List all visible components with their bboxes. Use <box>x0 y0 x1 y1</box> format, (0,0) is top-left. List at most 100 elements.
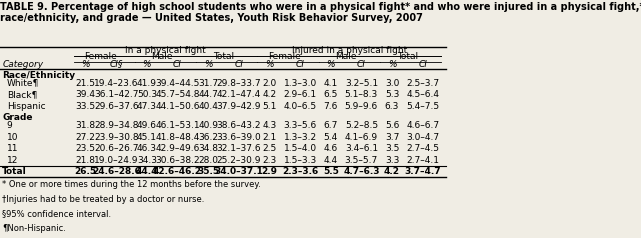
Text: 2.5–3.7: 2.5–3.7 <box>406 79 439 88</box>
Text: 9: 9 <box>6 121 12 130</box>
Text: Injured in a physical fight: Injured in a physical fight <box>292 46 407 55</box>
Text: CI: CI <box>357 60 366 69</box>
Text: ¶Non-Hispanic.: ¶Non-Hispanic. <box>2 224 66 233</box>
Text: 33.5: 33.5 <box>76 102 96 111</box>
Text: 11: 11 <box>6 144 18 153</box>
Text: * One or more times during the 12 months before the survey.: * One or more times during the 12 months… <box>2 180 261 189</box>
Text: 26.5: 26.5 <box>74 167 97 176</box>
Text: 20.6–26.7: 20.6–26.7 <box>94 144 138 153</box>
Text: 3.0: 3.0 <box>385 79 399 88</box>
Text: 1.3–3.0: 1.3–3.0 <box>283 79 317 88</box>
Text: 30.6–38.2: 30.6–38.2 <box>155 156 200 165</box>
Text: 2.1: 2.1 <box>262 133 276 142</box>
Text: 1.5–4.0: 1.5–4.0 <box>283 144 317 153</box>
Text: 37.9–42.9: 37.9–42.9 <box>217 102 261 111</box>
Text: %: % <box>326 60 335 69</box>
Text: 5.1: 5.1 <box>262 102 277 111</box>
Text: TABLE 9. Percentage of high school students who were in a physical fight* and wh: TABLE 9. Percentage of high school stude… <box>0 2 641 23</box>
Text: 6.3: 6.3 <box>385 102 399 111</box>
Text: 1.3–3.2: 1.3–3.2 <box>283 133 317 142</box>
Text: %: % <box>388 60 396 69</box>
Text: 40.9: 40.9 <box>198 121 218 130</box>
Text: 2.9–6.1: 2.9–6.1 <box>283 90 317 99</box>
Text: 46.1–53.1: 46.1–53.1 <box>155 121 200 130</box>
Text: 3.5: 3.5 <box>385 144 399 153</box>
Text: 3.0–4.7: 3.0–4.7 <box>406 133 439 142</box>
Text: CI: CI <box>419 60 427 69</box>
Text: %: % <box>204 60 212 69</box>
Text: 42.1–47.4: 42.1–47.4 <box>217 90 261 99</box>
Text: 49.6: 49.6 <box>137 121 157 130</box>
Text: 12: 12 <box>6 156 18 165</box>
Text: 39.4–44.5: 39.4–44.5 <box>155 79 200 88</box>
Text: In a physical fight: In a physical fight <box>125 46 206 55</box>
Text: 50.3: 50.3 <box>137 90 157 99</box>
Text: 44.7: 44.7 <box>198 90 218 99</box>
Text: Category: Category <box>2 60 44 69</box>
Text: 41.8–48.4: 41.8–48.4 <box>155 133 200 142</box>
Text: 25.2–30.9: 25.2–30.9 <box>217 156 261 165</box>
Text: 24.6–28.6: 24.6–28.6 <box>92 167 140 176</box>
Text: 6.5: 6.5 <box>324 90 338 99</box>
Text: 10: 10 <box>6 133 18 142</box>
Text: 42.9–49.6: 42.9–49.6 <box>155 144 200 153</box>
Text: Total: Total <box>397 52 418 61</box>
Text: 4.1–6.9: 4.1–6.9 <box>345 133 378 142</box>
Text: Female: Female <box>269 52 301 61</box>
Text: 23.9–30.8: 23.9–30.8 <box>94 133 138 142</box>
Text: 47.3: 47.3 <box>137 102 157 111</box>
Text: 44.1–50.6: 44.1–50.6 <box>155 102 200 111</box>
Text: 2.7–4.5: 2.7–4.5 <box>406 144 439 153</box>
Text: 7.6: 7.6 <box>324 102 338 111</box>
Text: 38.6–43.2: 38.6–43.2 <box>217 121 261 130</box>
Text: Female: Female <box>85 52 117 61</box>
Text: 46.3: 46.3 <box>137 144 157 153</box>
Text: 3.5–5.7: 3.5–5.7 <box>345 156 378 165</box>
Text: 2.3: 2.3 <box>262 156 276 165</box>
Text: 27.2: 27.2 <box>76 133 96 142</box>
Text: 33.6–39.0: 33.6–39.0 <box>217 133 261 142</box>
Text: 1.5–3.3: 1.5–3.3 <box>283 156 317 165</box>
Text: 3.3–5.6: 3.3–5.6 <box>283 121 317 130</box>
Text: 28.0: 28.0 <box>198 156 218 165</box>
Text: 2.7–4.1: 2.7–4.1 <box>406 156 439 165</box>
Text: Race/Ethnicity: Race/Ethnicity <box>2 71 76 79</box>
Text: 42.6–46.2: 42.6–46.2 <box>153 167 202 176</box>
Text: 19.4–23.6: 19.4–23.6 <box>94 79 138 88</box>
Text: 5.1–8.3: 5.1–8.3 <box>345 90 378 99</box>
Text: 44.4: 44.4 <box>136 167 158 176</box>
Text: 5.2–8.5: 5.2–8.5 <box>345 121 378 130</box>
Text: 29.8–33.7: 29.8–33.7 <box>217 79 261 88</box>
Text: 45.7–54.8: 45.7–54.8 <box>155 90 200 99</box>
Text: †Injuries had to be treated by a doctor or nurse.: †Injuries had to be treated by a doctor … <box>2 195 204 204</box>
Text: Total: Total <box>213 52 234 61</box>
Text: 3.7–4.7: 3.7–4.7 <box>404 167 441 176</box>
Text: 4.5–6.4: 4.5–6.4 <box>406 90 439 99</box>
Text: 5.6: 5.6 <box>385 121 399 130</box>
Text: %: % <box>143 60 151 69</box>
Text: 5.9–9.6: 5.9–9.6 <box>345 102 378 111</box>
Text: White¶: White¶ <box>6 79 39 88</box>
Text: 3.4–6.1: 3.4–6.1 <box>345 144 378 153</box>
Text: 39.4: 39.4 <box>76 90 96 99</box>
Text: 34.8: 34.8 <box>198 144 218 153</box>
Text: 5.5: 5.5 <box>323 167 338 176</box>
Text: 45.1: 45.1 <box>137 133 157 142</box>
Text: 4.2: 4.2 <box>384 167 400 176</box>
Text: 2.0: 2.0 <box>262 79 276 88</box>
Text: 4.6–6.7: 4.6–6.7 <box>406 121 439 130</box>
Text: CI§: CI§ <box>110 60 123 69</box>
Text: 21.5: 21.5 <box>76 79 96 88</box>
Text: 5.4: 5.4 <box>324 133 338 142</box>
Text: 3.7: 3.7 <box>385 133 399 142</box>
Text: 31.8: 31.8 <box>76 121 96 130</box>
Text: CI: CI <box>296 60 304 69</box>
Text: §95% confidence interval.: §95% confidence interval. <box>2 209 112 218</box>
Text: 34.3: 34.3 <box>137 156 157 165</box>
Text: 41.9: 41.9 <box>137 79 157 88</box>
Text: 5.3: 5.3 <box>385 90 399 99</box>
Text: 36.1–42.7: 36.1–42.7 <box>94 90 138 99</box>
Text: 36.2: 36.2 <box>198 133 218 142</box>
Text: Male: Male <box>335 52 357 61</box>
Text: 34.0–37.1: 34.0–37.1 <box>214 167 263 176</box>
